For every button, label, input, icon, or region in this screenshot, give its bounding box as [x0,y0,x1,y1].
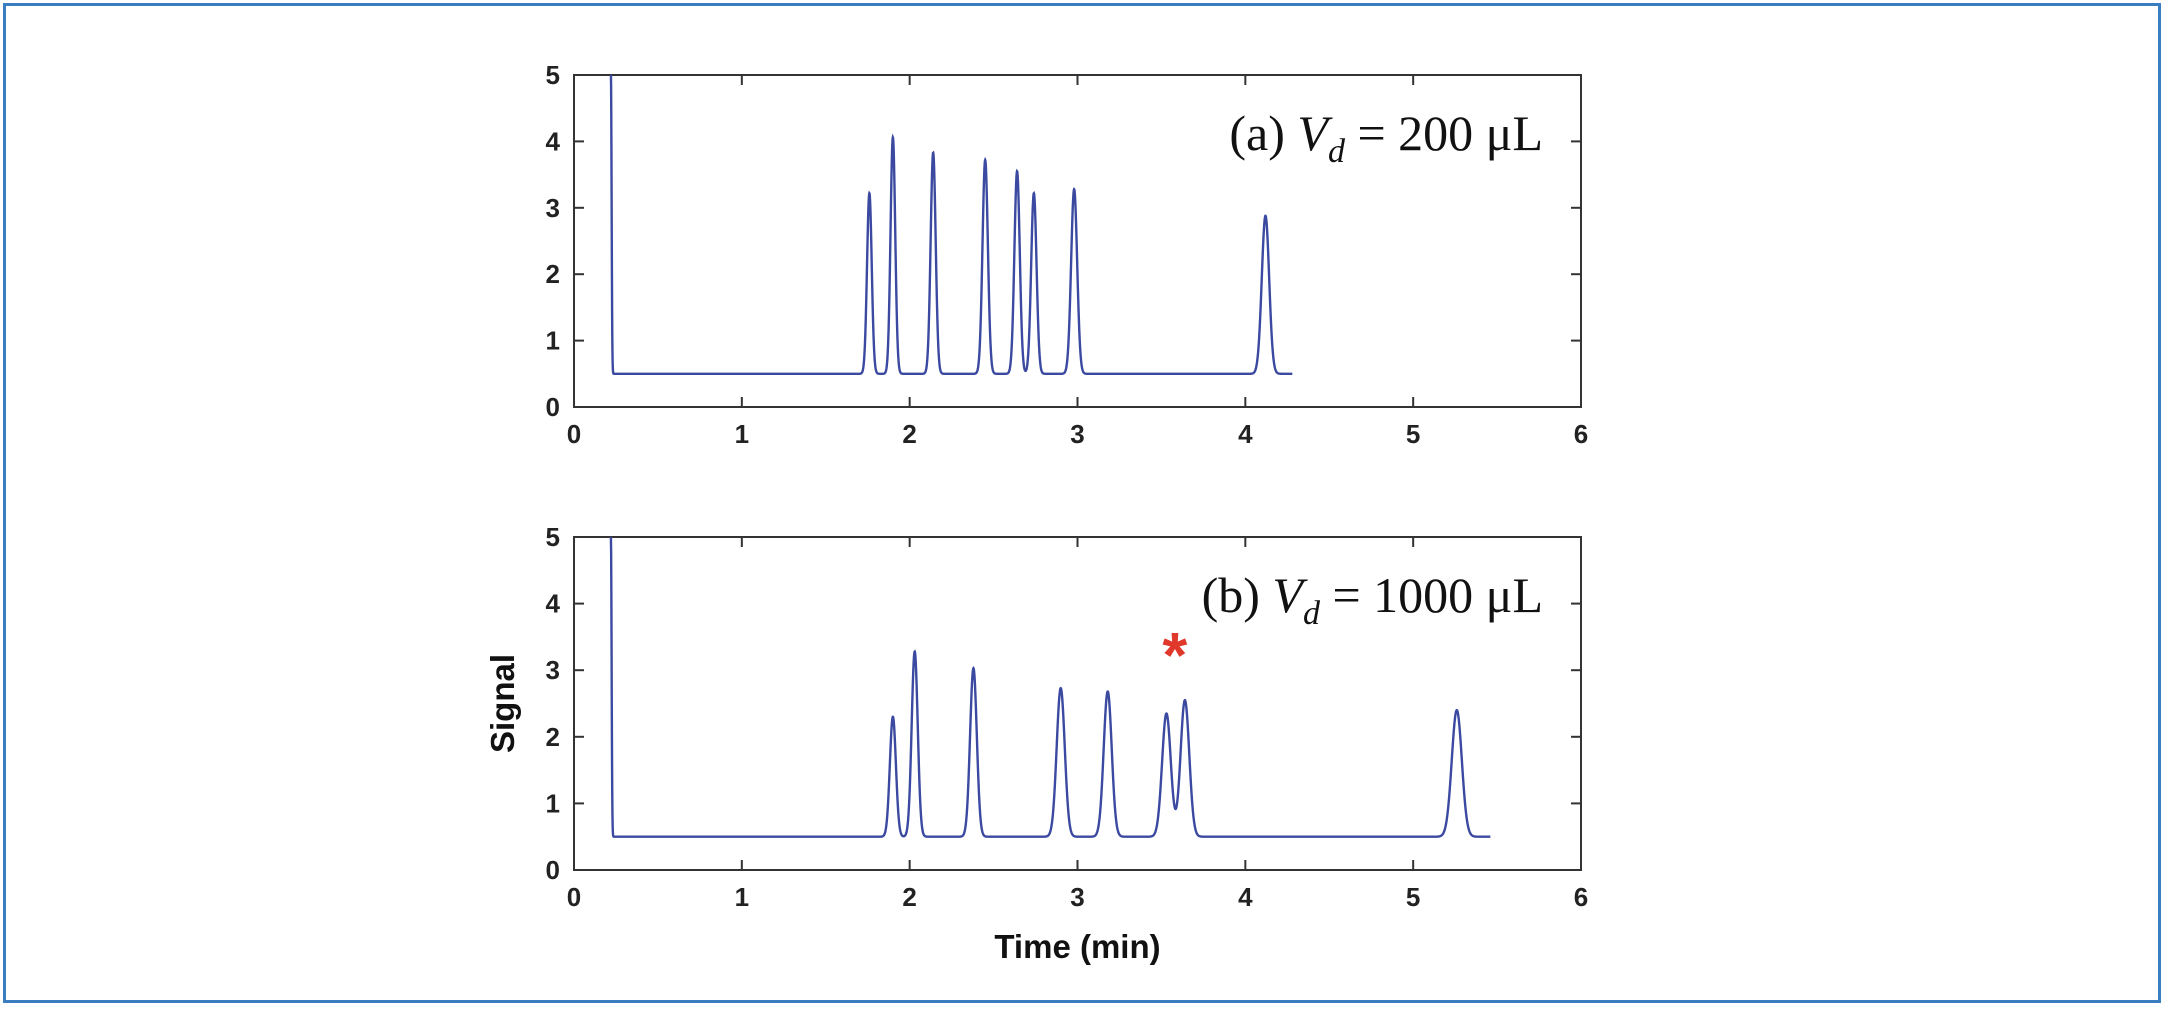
panel-a-x-ticks: 0 1 2 3 4 5 6 [567,75,1588,449]
figure-frame [3,3,2161,1003]
x-tick-label: 3 [1070,882,1084,912]
x-tick-label: 2 [902,882,916,912]
x-tick-label: 1 [735,882,749,912]
y-tick-label: 3 [546,655,560,685]
x-tick-label: 6 [1574,882,1588,912]
x-tick-label: 3 [1070,419,1084,449]
x-tick-label: 4 [1238,882,1253,912]
x-axis-label: Time (min) [994,928,1160,965]
panel-b-x-ticks: 0 1 2 3 4 5 6 [567,537,1588,912]
panel-a-y-ticks: 0 1 2 3 4 5 [546,60,1581,422]
y-tick-label: 0 [546,392,560,422]
panel-b-y-ticks: 0 1 2 3 4 5 [546,522,1581,885]
panel-a-annotation: (a) Vd = 200 μL [1229,105,1543,170]
x-tick-label: 5 [1406,419,1420,449]
y-tick-label: 0 [546,855,560,885]
panel-b-signal-line [609,536,1491,838]
panel-b-annotation: (b) Vd = 1000 μL [1202,567,1543,632]
y-tick-label: 5 [546,60,560,90]
panel-a: 0 1 2 3 4 5 0 1 2 3 4 5 6 (a) Vd = 200 μL [546,60,1589,449]
panel-b: 0 1 2 3 4 5 0 1 2 3 4 5 6 (b) Vd = 1000 μL * Time (… [484,522,1588,965]
y-tick-label: 1 [546,788,560,818]
x-tick-label: 5 [1406,882,1420,912]
x-tick-label: 0 [567,882,581,912]
coelution-marker: * [1162,619,1187,691]
y-tick-label: 4 [546,126,561,156]
x-tick-label: 6 [1574,419,1588,449]
y-tick-label: 2 [546,259,560,289]
x-tick-label: 4 [1238,419,1253,449]
y-tick-label: 2 [546,722,560,752]
x-tick-label: 1 [735,419,749,449]
y-tick-label: 5 [546,522,560,552]
panel-a-signal-line [609,74,1293,375]
y-axis-label: Signal [484,654,521,753]
y-tick-label: 3 [546,193,560,223]
y-tick-label: 4 [546,589,561,619]
y-tick-label: 1 [546,326,560,356]
x-tick-label: 2 [902,419,916,449]
x-tick-label: 0 [567,419,581,449]
